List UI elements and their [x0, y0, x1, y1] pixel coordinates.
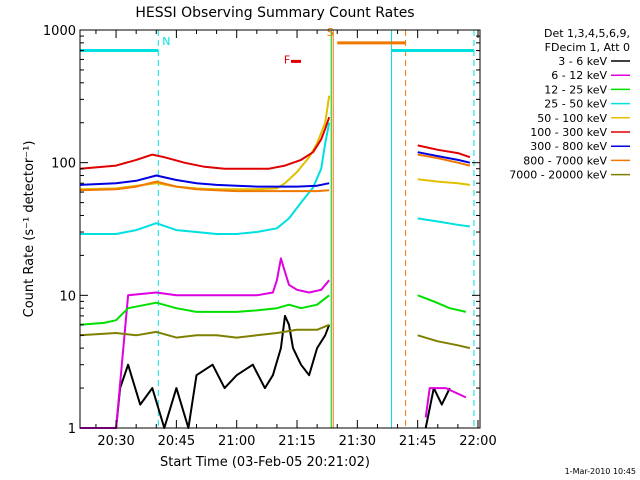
series-line-0-segment-1: [424, 387, 451, 429]
legend-label-2: 12 - 25 keV: [544, 83, 607, 96]
annotation-F: F: [284, 53, 290, 66]
series-line-8-segment-1: [417, 334, 471, 350]
x-axis-label: Start Time (03-Feb-05 20:21:02): [160, 455, 370, 470]
legend-label-7: 800 - 7000 keV: [523, 154, 607, 167]
legend-label-0: 3 - 6 keV: [558, 55, 607, 68]
y-tick-label-1: 10: [59, 289, 76, 304]
chart-title: HESSI Observing Summary Count Rates: [135, 5, 414, 21]
legend-label-4: 50 - 100 keV: [537, 112, 607, 125]
series-line-5-segment-0: [79, 116, 331, 170]
series-line-7-segment-1: [417, 153, 471, 167]
annotation-N: N: [162, 35, 170, 48]
legend-label-5: 100 - 300 keV: [530, 126, 607, 139]
legend: Det 1,3,4,5,6,9, FDecim 1, Att 0 3 - 6 k…: [509, 27, 630, 182]
series-line-3-segment-1: [417, 217, 471, 228]
y-tick-label-3: 1000: [43, 24, 76, 39]
series-line-1-segment-0: [79, 257, 330, 429]
x-tick-label-3: 21:15: [278, 434, 315, 449]
x-tick-label-2: 21:00: [218, 434, 255, 449]
series-line-6-segment-1: [417, 151, 471, 164]
legend-header-line-2: FDecim 1, Att 0: [545, 41, 630, 54]
series-line-6-segment-0: [79, 174, 330, 188]
series-line-5-segment-1: [417, 144, 471, 159]
y-axis-label: Count Rate (s⁻¹ detector⁻¹): [22, 141, 37, 318]
annotation-S: S: [327, 26, 334, 39]
y-tick-label-2: 100: [51, 157, 76, 172]
series-line-4-segment-1: [417, 178, 471, 186]
footer-date: 1-Mar-2010 10:45: [565, 467, 636, 476]
series-line-2-segment-1: [417, 294, 467, 313]
series-line-7-segment-0: [79, 180, 330, 193]
x-tick-label-0: 20:30: [97, 434, 134, 449]
series-line-8-segment-0: [79, 323, 330, 339]
series-line-2-segment-0: [79, 294, 330, 326]
series-line-4-segment-0: [79, 95, 331, 191]
x-tick-label-4: 21:30: [339, 434, 376, 449]
plot-area: N S F: [79, 26, 475, 429]
axes: 20:30 20:45 21:00 21:15 21:30 21:45 22:00 1 10 10…: [43, 24, 497, 449]
legend-label-3: 25 - 50 keV: [544, 98, 607, 111]
legend-label-8: 7000 - 20000 keV: [509, 169, 607, 182]
series-line-3-segment-0: [79, 122, 331, 235]
x-tick-label-5: 21:45: [399, 434, 436, 449]
series-line-1-segment-1: [424, 387, 467, 418]
x-tick-label-6: 22:00: [459, 434, 496, 449]
legend-header-line-1: Det 1,3,4,5,6,9,: [544, 27, 630, 40]
series-line-0-segment-0: [79, 314, 331, 429]
x-tick-label-1: 20:45: [158, 434, 195, 449]
legend-label-6: 300 - 800 keV: [530, 140, 607, 153]
plot-frame: [79, 29, 481, 429]
y-tick-label-0: 1: [68, 422, 76, 437]
legend-label-1: 6 - 12 keV: [551, 69, 607, 82]
